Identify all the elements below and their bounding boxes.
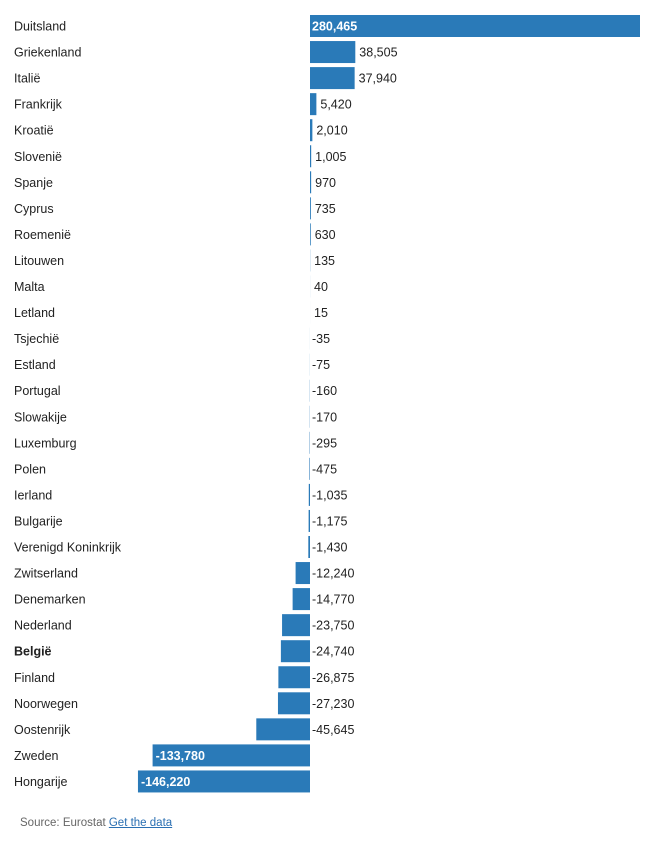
- chart-footer: Source: Eurostat Get the data: [20, 817, 172, 829]
- category-label: Malta: [14, 280, 45, 294]
- value-label: 1,005: [315, 150, 346, 164]
- value-label: -1,175: [312, 514, 347, 528]
- bar: [310, 15, 640, 37]
- bar: [137, 770, 310, 793]
- bar: [152, 744, 310, 767]
- value-label: 970: [315, 176, 336, 190]
- bar: [295, 562, 310, 585]
- category-label: België: [14, 645, 52, 659]
- value-label: -160: [312, 384, 337, 398]
- category-label: Finland: [14, 671, 55, 685]
- category-label: Zweden: [14, 749, 59, 763]
- category-label: Roemenië: [14, 228, 71, 242]
- category-label: Bulgarije: [14, 514, 63, 528]
- value-label: 40: [314, 280, 328, 294]
- bar: [256, 718, 310, 741]
- category-label: Litouwen: [14, 254, 64, 268]
- category-label: Luxemburg: [14, 436, 77, 450]
- bar: [310, 67, 355, 90]
- category-label: Hongarije: [14, 775, 68, 789]
- value-label: 5,420: [320, 98, 351, 112]
- value-label: -75: [312, 358, 330, 372]
- bar: [310, 41, 356, 64]
- category-label: Polen: [14, 462, 46, 476]
- bar: [308, 483, 310, 506]
- bar: [282, 614, 310, 637]
- value-label: -26,875: [312, 671, 354, 685]
- category-label: Ierland: [14, 488, 52, 502]
- bar: [310, 197, 311, 220]
- value-label: -295: [312, 436, 337, 450]
- get-the-data-link[interactable]: Get the data: [108, 817, 173, 829]
- category-label: Italië: [14, 72, 40, 86]
- bar: [278, 666, 310, 689]
- bar: [308, 536, 310, 558]
- category-label: Estland: [14, 358, 56, 372]
- category-label: Slovenië: [14, 150, 62, 164]
- bar: [292, 588, 310, 611]
- category-label: Verenigd Koninkrijk: [14, 541, 122, 555]
- bar: [310, 223, 311, 246]
- value-label: 630: [315, 228, 336, 242]
- category-label: Portugal: [14, 384, 61, 398]
- bar: [310, 119, 313, 142]
- value-label: -24,740: [312, 645, 354, 659]
- category-label: Tsjechië: [14, 332, 59, 346]
- bar: [310, 145, 312, 168]
- source-label: Source: Eurostat: [20, 817, 106, 829]
- value-label: -27,230: [312, 697, 354, 711]
- bar: [277, 692, 310, 715]
- category-label: Griekenland: [14, 46, 81, 60]
- category-label: Noorwegen: [14, 697, 78, 711]
- value-label: 135: [314, 254, 335, 268]
- bar: [310, 93, 317, 116]
- value-label: 2,010: [316, 124, 347, 138]
- value-label: 280,465: [312, 20, 357, 34]
- category-label: Zwitserland: [14, 567, 78, 581]
- value-label: -170: [312, 410, 337, 424]
- bar: [280, 640, 310, 663]
- value-label: -35: [312, 332, 330, 346]
- value-label: -45,645: [312, 723, 354, 737]
- value-label: -1,430: [312, 541, 347, 555]
- value-label: 37,940: [359, 72, 397, 86]
- value-label: -23,750: [312, 619, 354, 633]
- category-label: Letland: [14, 306, 55, 320]
- category-label: Kroatië: [14, 124, 54, 138]
- category-label: Slowakije: [14, 410, 67, 424]
- value-label: -12,240: [312, 567, 354, 581]
- category-label: Frankrijk: [14, 98, 63, 112]
- value-label: 38,505: [359, 46, 397, 60]
- value-label: -475: [312, 462, 337, 476]
- value-label: 15: [314, 306, 328, 320]
- category-label: Cyprus: [14, 202, 54, 216]
- value-label: -14,770: [312, 593, 354, 607]
- value-label: -1,035: [312, 488, 347, 502]
- category-label: Spanje: [14, 176, 53, 190]
- value-label: 735: [315, 202, 336, 216]
- bar: [308, 509, 310, 532]
- category-label: Denemarken: [14, 593, 86, 607]
- category-label: Nederland: [14, 619, 72, 633]
- bar: [310, 171, 312, 194]
- category-label: Duitsland: [14, 20, 66, 34]
- bar-chart: Duitsland 280,465 Griekenland 38,505 Italië 3…: [14, 15, 640, 793]
- category-label: Oostenrijk: [14, 723, 71, 737]
- value-label: -146,220: [141, 775, 190, 789]
- value-label: -133,780: [156, 749, 205, 763]
- bar: [309, 457, 310, 480]
